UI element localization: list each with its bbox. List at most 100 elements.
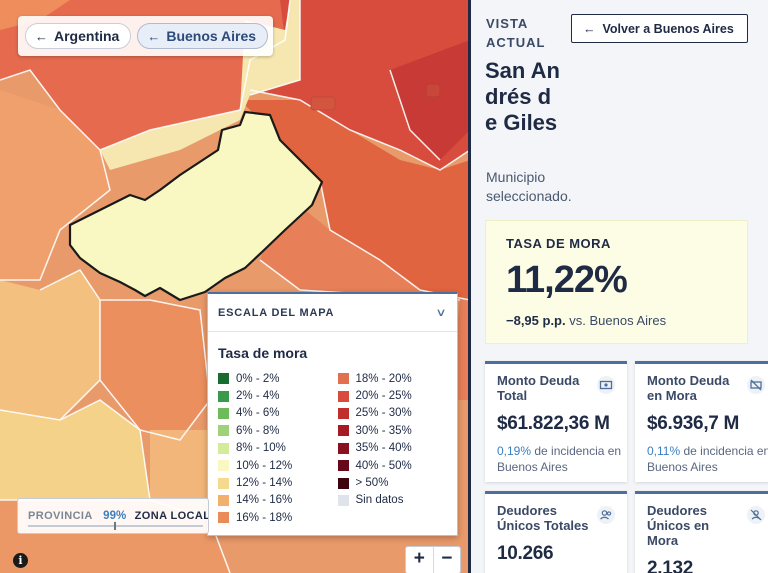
map-region[interactable] [0,90,110,280]
back-button-label: Volver a Buenos Aires [602,21,734,36]
stat-value: $61.822,36 M [497,413,610,434]
legend-item: 40% - 50% [337,457,458,474]
money-icon [597,376,615,394]
stat-card-debt-in-arrears: Monto Deuda en Mora $6.936,7 M 0,11% de … [635,361,768,482]
map-region[interactable] [150,430,210,520]
legend-item: 2% - 4% [218,387,338,404]
legend-swatch [218,425,229,437]
zone-slider-track[interactable] [28,522,203,530]
legend-title: Tasa de mora [218,345,308,361]
legend-item-label: 35% - 40% [355,442,412,455]
legend-column: 18% - 20% 20% - 25% 25% - 30% 30% - 35% 35% … [337,370,458,527]
map-region[interactable] [0,0,70,30]
legend-item: 12% - 14% [218,474,338,491]
map-region[interactable] [100,300,210,440]
legend-item: 10% - 12% [218,457,338,474]
stat-card-total-debt: Monto Deuda Total $61.822,36 M 0,19% de … [485,361,627,482]
zone-right-label: ZONA LOCAL [134,510,209,522]
map-region[interactable] [0,400,150,500]
legend-item-label: 18% - 20% [355,372,412,385]
stat-label: Monto Deuda en Mora [647,373,730,403]
selected-municipality-shape[interactable] [68,110,324,302]
zone-slider-control[interactable]: PROVINCIA 99% ZONA LOCAL [17,498,209,534]
stat-note-percent: 0,19% [497,444,532,458]
legend-swatch [337,442,349,454]
legend-item: > 50% [337,474,458,491]
legend-item: 20% - 25% [337,387,458,404]
stat-value: $6.936,7 M [647,413,740,434]
stat-note-percent: 0,11% [647,444,681,458]
rate-difference: −8,95 p.p. vs. Buenos Aires [506,313,747,328]
legend-item: 30% - 35% [337,422,458,439]
legend-item-label: > 50% [355,477,389,490]
legend-item-label: 8% - 10% [236,442,286,455]
legend-swatch [218,494,229,506]
legend-item: 25% - 30% [337,405,458,422]
legend-swatch [337,425,349,437]
legend-item: 35% - 40% [337,440,458,457]
legend-swatch [337,407,349,419]
legend-item-label: 14% - 16% [236,494,293,507]
zoom-control: + − [405,546,461,573]
back-to-province-button[interactable]: ← Volver a Buenos Aires [571,14,748,43]
legend-swatch [218,460,229,472]
legend-item-label: 40% - 50% [355,459,412,472]
map-region[interactable] [260,190,470,400]
arrow-left-icon: ← [147,28,161,44]
chevron-down-icon[interactable]: ∨ [435,307,447,319]
choropleth-map[interactable]: ← Argentina ← Buenos Aires ESCALA DEL MA… [0,0,470,573]
route-badge [310,96,336,111]
stat-card-debtors-in-arrears: Deudores Únicos en Mora 2.132 [635,491,768,573]
stat-label: Monto Deuda Total [497,373,580,403]
legend-column: 0% - 2% 2% - 4% 4% - 6% 6% - 8% 8% - 10% 10% … [218,370,338,527]
legend-swatch [337,373,349,385]
legend-item: 8% - 10% [218,440,338,457]
legend-swatch [218,477,229,489]
rate-difference-suffix: vs. Buenos Aires [569,313,667,328]
breadcrumb-label: Argentina [54,28,120,44]
legend-item-label: 6% - 8% [236,424,280,437]
zone-left-label: PROVINCIA [28,510,93,522]
zoom-in-button[interactable]: + [413,548,425,569]
stat-card-total-debtors: Deudores Únicos Totales 10.266 [485,491,627,573]
zoom-out-button[interactable]: − [432,547,461,573]
stat-note: 0,11% de incidencia en Buenos Aires [647,443,768,475]
arrow-left-icon: ← [35,28,48,44]
legend-swatch [218,373,229,385]
legend-swatch [337,460,349,472]
legend-item: 6% - 8% [218,422,338,439]
stat-note-text: de incidencia en Buenos Aires [497,444,622,474]
stat-value: 10.266 [497,543,554,564]
legend-item: 14% - 16% [218,492,338,509]
map-region[interactable] [240,100,470,300]
breadcrumb-label: Buenos Aires [166,28,257,44]
legend-item-label: Sin datos [355,494,404,507]
users-icon [597,506,615,524]
map-legend: ESCALA DEL MAPA ∨ Tasa de mora 0% - 2% 2%… [207,292,458,536]
stat-note-text: de incidencia en Buenos Aires [647,444,768,474]
breadcrumb-argentina-button[interactable]: ← Argentina [25,23,132,49]
legend-header: ESCALA DEL MAPA [218,306,335,319]
legend-toggle[interactable]: ESCALA DEL MAPA ∨ [208,294,457,332]
current-view-label: VISTA ACTUAL [486,16,546,50]
legend-item-label: 30% - 35% [355,424,412,437]
legend-swatch [337,477,349,489]
legend-swatch [218,442,229,454]
info-icon[interactable]: i [13,553,28,568]
legend-swatch [337,390,349,402]
delinquency-rate-card: TASA DE MORA 11,22% −8,95 p.p. vs. Bueno… [485,220,748,344]
map-region[interactable] [0,270,100,420]
breadcrumb-buenos-aires-button[interactable]: ← Buenos Aires [137,23,269,49]
breadcrumb: ← Argentina ← Buenos Aires [18,16,273,56]
legend-item: Sin datos [337,492,458,509]
zone-slider-handle[interactable] [114,522,116,530]
legend-swatch [337,494,349,506]
legend-swatch [218,512,229,524]
legend-item-label: 16% - 18% [236,511,293,524]
map-canvas[interactable] [0,0,470,573]
legend-item-label: 2% - 4% [236,390,280,403]
legend-swatch [218,407,229,419]
stat-label: Deudores Únicos en Mora [647,503,710,548]
legend-item-label: 25% - 30% [355,407,412,420]
legend-item-label: 0% - 2% [236,372,280,385]
